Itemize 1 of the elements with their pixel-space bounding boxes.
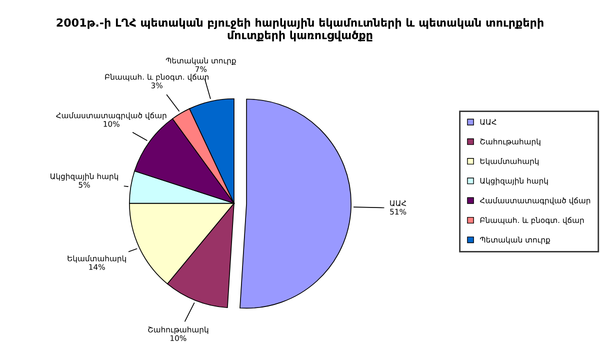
chart-title: 2001թ.-ի ԼՂՀ պետական բյուջեի հարկային եկամուտների և պետական տուրքերի մուտքերի կառուցվածքը	[56, 18, 544, 42]
